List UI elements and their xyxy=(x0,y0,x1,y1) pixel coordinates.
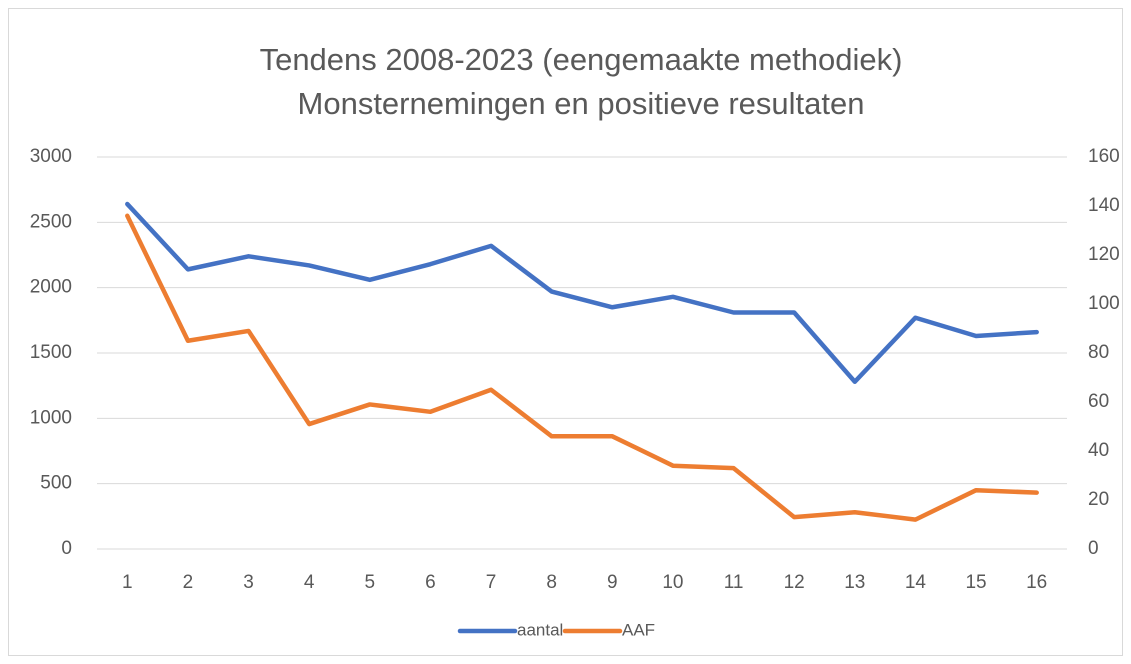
y2-tick-label: 0 xyxy=(1088,538,1099,559)
y-tick-label: 1500 xyxy=(30,342,72,363)
x-tick-label: 12 xyxy=(784,572,805,593)
line-series xyxy=(125,201,1039,384)
y-tick-label: 0 xyxy=(61,538,72,559)
x-tick-label: 4 xyxy=(304,572,315,593)
x-tick-label: 9 xyxy=(607,572,618,593)
y-tick-label: 2500 xyxy=(30,211,72,232)
chart-title: Tendens 2008-2023 (eengemaakte methodiek… xyxy=(260,42,903,77)
y-tick-label: 2000 xyxy=(30,277,72,298)
x-tick-label: 8 xyxy=(546,572,557,593)
legend-label: aantal xyxy=(517,620,563,639)
x-tick-label: 16 xyxy=(1026,572,1047,593)
y2-tick-label: 40 xyxy=(1088,440,1109,461)
legend-label: AAF xyxy=(622,620,655,639)
line-series xyxy=(125,213,1039,522)
y2-tick-label: 80 xyxy=(1088,342,1109,363)
x-tick-label: 10 xyxy=(662,572,683,593)
y2-tick-label: 20 xyxy=(1088,489,1109,510)
y2-tick-label: 60 xyxy=(1088,391,1109,412)
y2-tick-label: 100 xyxy=(1088,293,1120,314)
y2-tick-label: 160 xyxy=(1088,146,1120,167)
x-tick-label: 3 xyxy=(243,572,254,593)
x-tick-label: 11 xyxy=(724,572,744,593)
x-tick-label: 13 xyxy=(844,572,865,593)
x-tick-label: 1 xyxy=(122,572,133,593)
x-tick-label: 14 xyxy=(905,572,927,593)
x-tick-label: 15 xyxy=(965,572,986,593)
y2-tick-label: 120 xyxy=(1088,244,1120,265)
x-tick-label: 7 xyxy=(486,572,497,593)
x-tick-label: 6 xyxy=(425,572,436,593)
y-tick-label: 3000 xyxy=(30,146,72,167)
y-tick-label: 1000 xyxy=(30,407,72,428)
chart-title: Monsternemingen en positieve resultaten xyxy=(298,86,865,121)
y2-tick-label: 140 xyxy=(1088,195,1120,216)
y-tick-label: 500 xyxy=(40,473,72,494)
x-tick-label: 5 xyxy=(365,572,376,593)
x-tick-label: 2 xyxy=(183,572,194,593)
chart-border xyxy=(8,8,1123,656)
